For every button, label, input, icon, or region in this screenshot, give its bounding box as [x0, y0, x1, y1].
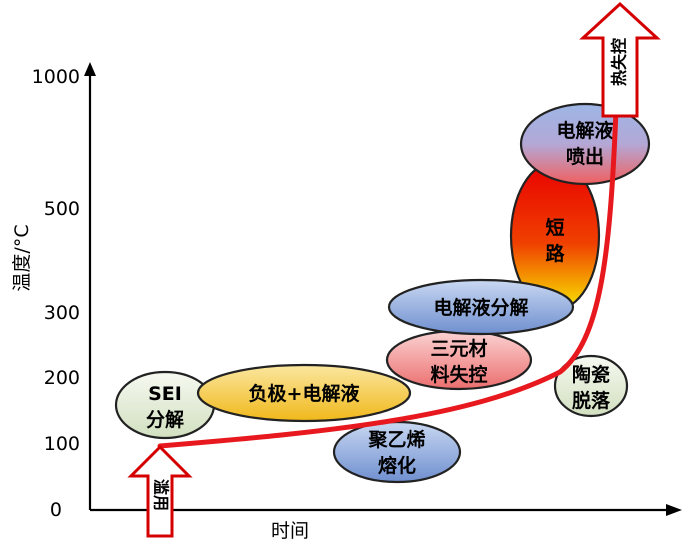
- stage-sei-label-1: SEI: [148, 383, 182, 405]
- abuse-arrow-shape: [127, 444, 193, 538]
- stage-sei-label-2: 分解: [146, 408, 184, 431]
- stage-electrolyte-ellipse: [387, 278, 575, 336]
- y-tick-200: 200: [44, 367, 80, 389]
- temperature-curve: [157, 107, 619, 449]
- thermal-runaway-arrow-shape: [579, 1, 661, 118]
- stage-ceramic-ellipse: [553, 354, 629, 418]
- stage-ternary-label-1: 三元材: [430, 337, 487, 360]
- y-tick-1000: 1000: [32, 66, 80, 88]
- y-tick-500: 500: [44, 198, 80, 220]
- stage-anode-label: 负极+电解液: [249, 382, 361, 405]
- stage-ceramic-label-2: 脱落: [572, 389, 611, 412]
- stage-ceramic-label-1: 陶瓷: [572, 363, 610, 386]
- thermal-runaway-arrow: 热失控: [579, 1, 661, 118]
- thermal-runaway-arrow-label: 热失控: [610, 38, 629, 86]
- x-axis-arrowhead: [666, 504, 682, 516]
- stage-ceramic: 陶瓷 脱落: [553, 354, 629, 418]
- y-tick-100: 100: [44, 433, 80, 455]
- stage-anode: 负极+电解液: [196, 363, 412, 423]
- y-axis-label: 温度/°C: [11, 224, 33, 291]
- stage-electrolyte-label: 电解液分解: [433, 296, 528, 319]
- stage-short: 短 路: [509, 160, 601, 312]
- y-tick-300: 300: [44, 302, 80, 324]
- stage-anode-ellipse: [196, 363, 412, 423]
- stage-short-label-2: 路: [545, 242, 565, 265]
- stage-ternary: 三元材 料失控: [385, 329, 533, 391]
- stage-sei: SEI 分解: [114, 370, 216, 440]
- stage-spray-label-2: 喷出: [566, 145, 604, 168]
- stage-spray-label-1: 电解液: [556, 119, 614, 142]
- abuse-arrow: 滥用: [127, 444, 193, 538]
- y-axis-arrowhead: [84, 62, 96, 76]
- stage-pe: 聚乙烯 熔化: [332, 420, 462, 484]
- stage-pe-label-1: 聚乙烯: [367, 428, 425, 451]
- stage-ternary-label-2: 料失控: [430, 363, 487, 386]
- stage-pe-label-2: 熔化: [378, 454, 416, 477]
- abuse-arrow-label: 滥用: [152, 479, 171, 511]
- x-axis-label: 时间: [271, 520, 309, 542]
- axes: 1000 500 300 200 100 0 温度/°C 时间: [11, 62, 682, 542]
- stage-electrolyte: 电解液分解: [387, 278, 575, 336]
- y-tick-0: 0: [50, 499, 62, 521]
- stage-short-label-1: 短: [545, 216, 564, 239]
